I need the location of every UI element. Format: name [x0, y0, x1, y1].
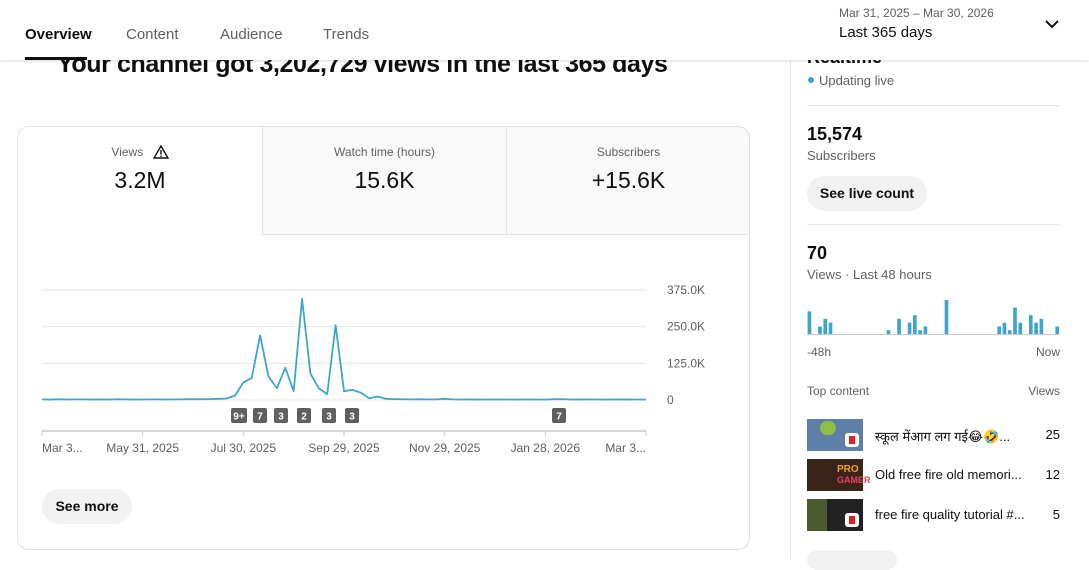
thumbnail[interactable] [807, 419, 863, 451]
x-tick-label: May 31, 2025 [106, 441, 179, 455]
header: Overview Content Audience Trends Mar 31,… [0, 0, 1089, 60]
x-tick-label: Now [1036, 345, 1060, 359]
live-dot [808, 77, 814, 83]
bar [1002, 322, 1007, 334]
divider [807, 105, 1060, 106]
metric-value: 3.2M [114, 167, 166, 193]
thumbnail[interactable] [807, 499, 863, 531]
publish-marker [552, 408, 566, 423]
subscriber-count: 15,574 [807, 124, 863, 144]
video-title[interactable]: स्कूल मेंआग लग गई😂🤣... [875, 429, 1011, 444]
live-count-button[interactable]: See live count [807, 176, 927, 211]
bar [818, 326, 822, 334]
bar [1013, 307, 1017, 334]
publish-marker [345, 408, 359, 423]
publish-marker-label: 3 [278, 412, 284, 423]
bar [807, 311, 812, 334]
video-views: 25 [1045, 427, 1060, 442]
video-views: 5 [1052, 507, 1060, 522]
realtime-views: 70 [807, 243, 828, 263]
publish-marker-label: 3 [326, 412, 332, 423]
panel-divider [790, 60, 791, 559]
publish-marker-label: 9+ [233, 412, 245, 423]
realtime-views-label: Views · Last 48 hours [807, 267, 932, 282]
metric-label: Watch time (hours) [334, 145, 435, 159]
publish-marker [231, 408, 247, 423]
metric-label: Subscribers [596, 145, 661, 159]
tab[interactable]: Content [126, 26, 179, 43]
bar [997, 326, 1002, 334]
x-tick-label: Nov 29, 2025 [409, 441, 481, 455]
bar [823, 318, 828, 334]
video-views: 12 [1045, 467, 1060, 482]
x-tick-label: Jul 30, 2025 [211, 441, 277, 455]
bar [918, 330, 922, 334]
x-tick-label: Mar 3... [42, 441, 83, 455]
divider [807, 224, 1060, 225]
metric-label: Views [18, 144, 262, 159]
tab-underline [25, 57, 87, 60]
tab[interactable]: Trends [323, 26, 370, 43]
subscriber-label: Subscribers [807, 148, 876, 163]
bar [1034, 322, 1038, 334]
bar [1007, 330, 1012, 334]
video-title[interactable]: free fire quality tutorial #... [875, 507, 1025, 522]
dropdown-icon[interactable] [1044, 18, 1060, 32]
publish-marker [253, 408, 267, 423]
bar [923, 326, 928, 334]
tab[interactable]: Audience [220, 26, 283, 43]
publish-marker [297, 408, 311, 423]
y-tick-label: 0 [667, 393, 674, 407]
publish-marker-label: 7 [556, 412, 562, 423]
y-tick-label: 125.0K [667, 356, 705, 370]
video-title[interactable]: Old free fire old memori... [875, 467, 1022, 482]
metric-value: 15.6K [354, 167, 415, 193]
live-status: Updating live [819, 73, 895, 88]
views-chart: 0 125.0K 250.0K 375.0K Mar 3... May 31, 2025 J… [41, 283, 705, 455]
publish-marker-label: 2 [301, 412, 307, 423]
publish-marker-label: 3 [349, 412, 355, 423]
x-tick-label: Mar 3... [605, 441, 646, 455]
see-more-button[interactable]: See more [42, 489, 132, 524]
overview-card: Views 3.2M Watch time (hours) 15.6K Subs… [17, 126, 750, 550]
tab[interactable]: Overview [25, 26, 92, 43]
x-tick-label: Sep 29, 2025 [308, 441, 380, 455]
top-content-label: Top content [807, 384, 870, 398]
x-tick-label: Jan 28, 2026 [511, 441, 581, 455]
thumbnail[interactable]: PRO GAMER [807, 459, 871, 491]
bar [913, 315, 917, 334]
warning-icon [152, 144, 169, 159]
y-tick-label: 375.0K [667, 283, 705, 297]
date-label[interactable]: Last 365 days [839, 24, 933, 41]
bar [944, 300, 949, 334]
y-tick-label: 250.0K [667, 320, 705, 334]
publish-marker-label: 7 [257, 412, 263, 423]
views-line [41, 297, 647, 401]
metric-tab[interactable]: Subscribers +15.6K [506, 127, 749, 235]
bar [907, 322, 912, 334]
metric-tab[interactable]: Watch time (hours) 15.6K [262, 127, 506, 235]
x-tick-label: -48h [807, 345, 831, 359]
publish-marker [322, 408, 336, 423]
date-range: Mar 31, 2025 – Mar 30, 2026 [839, 6, 994, 20]
metric-value: +15.6K [591, 167, 666, 193]
metric-tab[interactable]: Views 3.2M [18, 127, 262, 235]
publish-marker [274, 408, 288, 423]
partial-button[interactable] [807, 550, 897, 570]
bar [828, 322, 833, 334]
bar [1028, 315, 1033, 334]
views-column-label: Views [1028, 384, 1060, 398]
metric-label-text: Views [111, 145, 144, 159]
bar [1039, 318, 1044, 334]
bar [1055, 326, 1059, 334]
bar [886, 330, 891, 334]
realtime-chart: -48h Now [807, 300, 1060, 359]
bar [1018, 322, 1023, 334]
bar [897, 318, 901, 334]
